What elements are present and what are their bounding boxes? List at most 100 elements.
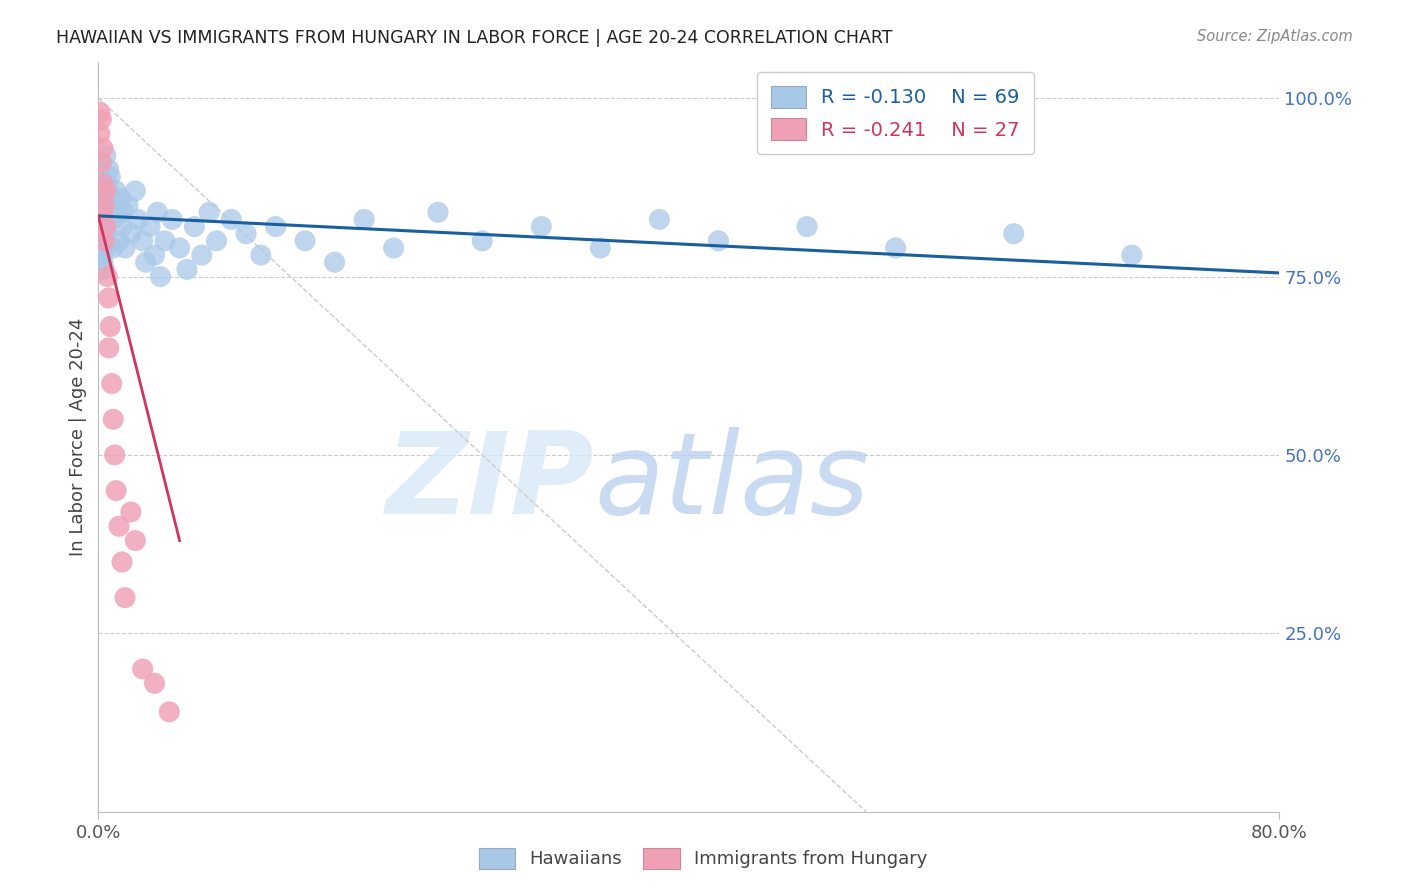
Point: [353, 212, 375, 227]
Point: [143, 676, 166, 690]
Point: [427, 205, 450, 219]
Point: [90, 155, 112, 169]
Point: [127, 212, 149, 227]
Point: [91, 205, 114, 219]
Point: [103, 212, 125, 227]
Point: [93, 198, 115, 212]
Point: [90, 248, 112, 262]
Point: [97, 291, 120, 305]
Y-axis label: In Labor Force | Age 20-24: In Labor Force | Age 20-24: [69, 318, 87, 557]
Point: [221, 212, 243, 227]
Point: [707, 234, 730, 248]
Point: [105, 483, 128, 498]
Point: [90, 112, 112, 127]
Point: [93, 191, 115, 205]
Point: [104, 448, 127, 462]
Point: [114, 241, 136, 255]
Text: Source: ZipAtlas.com: Source: ZipAtlas.com: [1197, 29, 1353, 45]
Point: [93, 227, 115, 241]
Point: [471, 234, 494, 248]
Point: [132, 234, 155, 248]
Point: [162, 212, 183, 227]
Point: [146, 205, 169, 219]
Point: [294, 234, 316, 248]
Point: [1002, 227, 1025, 241]
Point: [94, 148, 117, 162]
Point: [108, 234, 131, 248]
Point: [114, 591, 136, 605]
Point: [111, 219, 134, 234]
Point: [112, 205, 135, 219]
Text: ZIP: ZIP: [387, 426, 595, 538]
Point: [93, 262, 115, 277]
Point: [135, 255, 157, 269]
Point: [110, 191, 132, 205]
Point: [264, 219, 287, 234]
Point: [89, 198, 111, 212]
Point: [94, 212, 117, 227]
Point: [98, 169, 121, 184]
Point: [103, 241, 125, 255]
Point: [104, 198, 127, 212]
Point: [91, 255, 114, 269]
Point: [90, 177, 112, 191]
Point: [191, 248, 214, 262]
Point: [100, 376, 122, 391]
Point: [103, 412, 125, 426]
Point: [117, 198, 139, 212]
Point: [205, 234, 228, 248]
Point: [96, 269, 118, 284]
Text: HAWAIIAN VS IMMIGRANTS FROM HUNGARY IN LABOR FORCE | AGE 20-24 CORRELATION CHART: HAWAIIAN VS IMMIGRANTS FROM HUNGARY IN L…: [56, 29, 893, 47]
Point: [153, 234, 176, 248]
Point: [111, 555, 134, 569]
Point: [91, 141, 114, 155]
Point: [96, 234, 118, 248]
Point: [157, 705, 180, 719]
Point: [169, 241, 191, 255]
Point: [250, 248, 273, 262]
Point: [176, 262, 198, 277]
Point: [97, 162, 120, 177]
Point: [183, 219, 205, 234]
Point: [198, 205, 221, 219]
Point: [108, 519, 131, 533]
Point: [89, 105, 111, 120]
Point: [120, 505, 142, 519]
Point: [235, 227, 257, 241]
Point: [149, 269, 172, 284]
Legend: Hawaiians, Immigrants from Hungary: Hawaiians, Immigrants from Hungary: [471, 840, 935, 876]
Point: [124, 184, 146, 198]
Point: [94, 241, 117, 255]
Point: [91, 219, 114, 234]
Point: [143, 248, 166, 262]
Point: [884, 241, 907, 255]
Point: [93, 234, 115, 248]
Point: [96, 177, 118, 191]
Point: [589, 241, 612, 255]
Point: [98, 319, 121, 334]
Point: [94, 184, 117, 198]
Point: [382, 241, 405, 255]
Legend: R = -0.130    N = 69, R = -0.241    N = 27: R = -0.130 N = 69, R = -0.241 N = 27: [758, 72, 1033, 154]
Point: [120, 227, 142, 241]
Point: [94, 219, 117, 234]
Point: [1121, 248, 1143, 262]
Point: [89, 127, 111, 141]
Point: [132, 662, 155, 676]
Point: [90, 212, 112, 227]
Point: [530, 219, 553, 234]
Point: [139, 219, 162, 234]
Point: [105, 184, 128, 198]
Point: [796, 219, 818, 234]
Point: [96, 205, 118, 219]
Point: [323, 255, 346, 269]
Point: [94, 184, 117, 198]
Point: [97, 341, 120, 355]
Point: [107, 205, 129, 219]
Point: [124, 533, 146, 548]
Point: [648, 212, 671, 227]
Text: atlas: atlas: [595, 426, 869, 538]
Point: [97, 198, 120, 212]
Point: [91, 177, 114, 191]
Point: [100, 191, 122, 205]
